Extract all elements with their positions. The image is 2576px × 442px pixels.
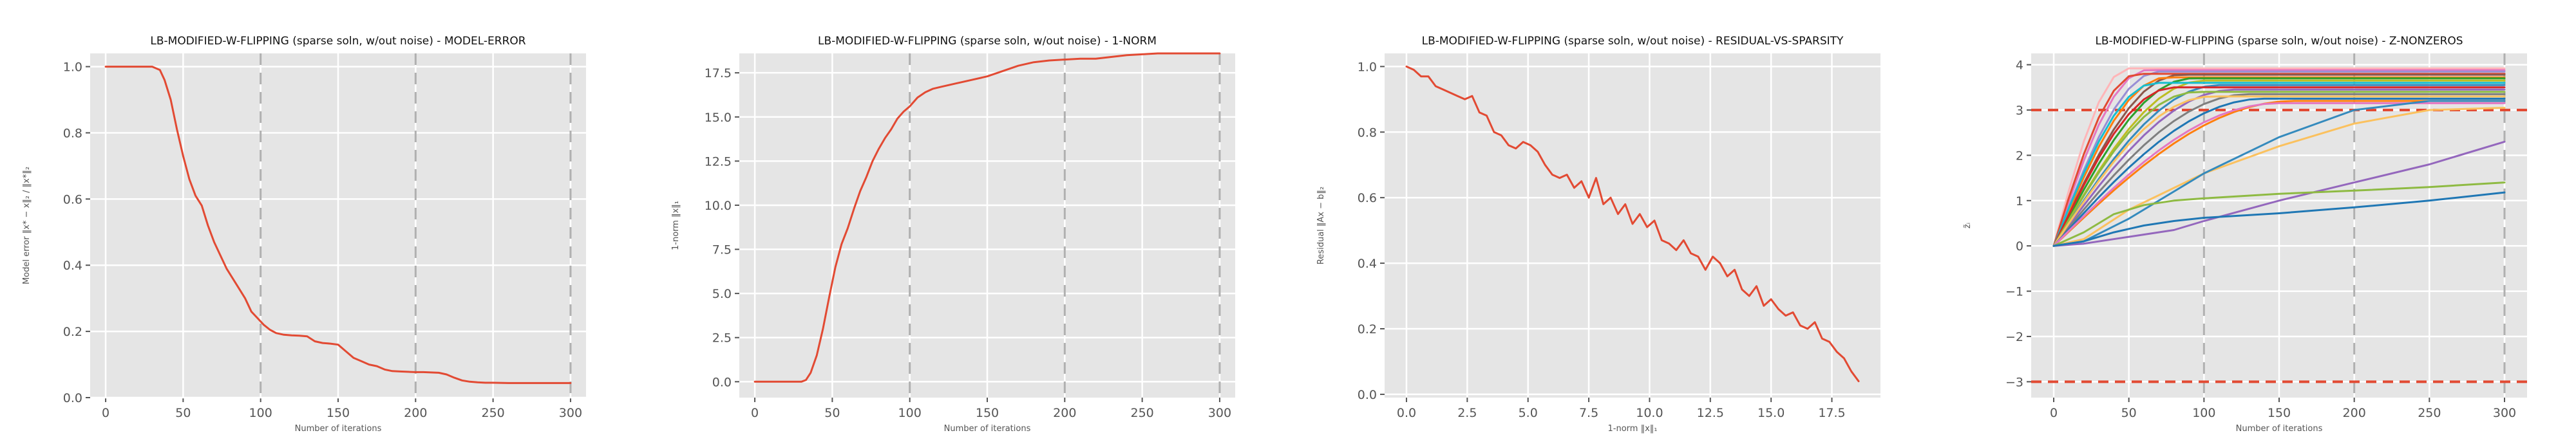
z-coefficient-line: [2052, 102, 2506, 247]
x-tick-label: 50: [2121, 406, 2137, 420]
series-line: [2052, 140, 2506, 247]
y-tick-label: 2: [2016, 149, 2023, 163]
y-axis-label: 1-norm ‖x‖₁: [671, 201, 681, 250]
y-tick-label: −3: [2005, 375, 2023, 389]
y-tick-label: 3: [2016, 104, 2023, 118]
y-tick-label: 0.8: [63, 126, 82, 140]
y-tick-label: 4: [2016, 59, 2023, 73]
x-tick-label: 12.5: [1697, 406, 1724, 420]
chart-panel-3: 0.0 2.5 5.0 7.5 10.0 12.5 15.0 17.5 0.0 0.2 0.4 0.6…: [1316, 35, 1880, 434]
x-tick-label: 0: [102, 406, 109, 420]
chart-title: LB-MODIFIED-W-FLIPPING (sparse soln, w/o…: [818, 35, 1157, 48]
z-coefficient-line: [2052, 69, 2506, 247]
z-coefficient-line: [2052, 82, 2506, 247]
y-tick-label: 10.0: [705, 199, 732, 213]
series-line: [104, 66, 572, 384]
chart-panel-1: 0 50 100 150 200 250 300 0.0 0.2 0.4 0.6 0.8 1.0 LB-M…: [22, 35, 586, 434]
z-coefficient-line: [2052, 97, 2506, 247]
x-tick-label: 100: [898, 406, 922, 420]
x-axis-label: 1-norm ‖x‖₁: [1608, 424, 1658, 434]
y-tick-label: 0.4: [1358, 257, 1377, 271]
z-coefficient-line: [2052, 67, 2506, 247]
chart-title: LB-MODIFIED-W-FLIPPING (sparse soln, w/o…: [150, 35, 526, 48]
x-axis-label: Number of iterations: [2236, 424, 2323, 434]
x-tick-label: 17.5: [1818, 406, 1845, 420]
y-tick-label: 0.0: [712, 375, 732, 389]
x-tick-label: 300: [1208, 406, 1231, 420]
x-tick-label: 150: [2268, 406, 2291, 420]
chart-panel-2: 0 50 100 150 200 250 300 0.0 2.5 5.0 7.5 10.0 12.5 15…: [671, 35, 1235, 434]
x-tick-label: 0: [2050, 406, 2058, 420]
y-tick-label: 15.0: [705, 111, 732, 125]
plot-area: [1385, 53, 1880, 398]
z-coefficient-line: [2052, 70, 2506, 247]
y-tick-label: 12.5: [705, 154, 732, 169]
z-coefficient-line: [2052, 73, 2506, 247]
x-tick-label: 300: [559, 406, 582, 420]
y-tick-label: 7.5: [712, 243, 732, 257]
z-coefficient-line: [2052, 95, 2506, 247]
x-tick-label: 0.0: [1397, 406, 1416, 420]
x-tick-label: 10.0: [1636, 406, 1663, 420]
x-tick-label: 150: [976, 406, 999, 420]
z-coefficient-line: [2052, 91, 2506, 247]
x-tick-label: 50: [824, 406, 840, 420]
y-axis-label: Model error ‖x* − x‖₂ / ‖x*‖₂: [22, 167, 32, 284]
x-tick-label: 100: [2192, 406, 2215, 420]
series-line: [2052, 107, 2506, 247]
x-tick-label: 200: [404, 406, 427, 420]
series-line: [753, 52, 1221, 383]
x-tick-label: 5.0: [1519, 406, 1538, 420]
chart-panel-4: 0 50 100 150 200 250 300 −3 −2 −1 0 1 2 3 4 LB-MODIFIED…: [1963, 35, 2527, 434]
y-tick-label: 1.0: [63, 60, 82, 75]
z-coefficient-line: [2052, 88, 2506, 247]
y-tick-label: −2: [2005, 330, 2023, 344]
y-axis-label: Residual ‖Ax − b‖₂: [1316, 187, 1326, 264]
y-axis-label: z̃ᵢ: [1963, 223, 1973, 228]
x-tick-label: 300: [2493, 406, 2516, 420]
y-tick-label: 5.0: [712, 287, 732, 301]
z-coefficient-line: [2052, 84, 2506, 247]
x-tick-label: 150: [327, 406, 350, 420]
z-coefficient-line: [2052, 93, 2506, 247]
y-tick-label: 0.2: [63, 325, 82, 339]
y-tick-label: 0.2: [1358, 322, 1377, 336]
x-tick-label: 50: [175, 406, 191, 420]
x-tick-label: 15.0: [1757, 406, 1785, 420]
y-tick-label: 0.8: [1358, 125, 1377, 140]
y-tick-label: −1: [2005, 285, 2023, 299]
x-tick-label: 250: [1130, 406, 1153, 420]
x-axis-label: Number of iterations: [295, 424, 382, 434]
x-tick-label: 100: [249, 406, 272, 420]
series-line: [2052, 100, 2506, 247]
y-tick-label: 0.0: [1358, 388, 1377, 402]
x-tick-label: 200: [1053, 406, 1076, 420]
y-tick-label: 0.6: [1358, 191, 1377, 205]
series-line: [2052, 191, 2506, 247]
y-tick-label: 0.0: [63, 391, 82, 405]
x-tick-label: 0: [751, 406, 759, 420]
x-axis-label: Number of iterations: [944, 424, 1031, 434]
y-tick-label: 1: [2016, 194, 2023, 208]
x-tick-label: 250: [2418, 406, 2441, 420]
z-coefficient-line: [2052, 77, 2506, 247]
y-tick-label: 1.0: [1358, 60, 1377, 74]
series-line: [2052, 181, 2506, 247]
x-tick-label: 200: [2343, 406, 2366, 420]
chart-title: LB-MODIFIED-W-FLIPPING (sparse soln, w/o…: [2095, 35, 2463, 48]
z-coefficient-line: [2052, 86, 2506, 247]
x-tick-label: 2.5: [1457, 406, 1477, 420]
x-tick-label: 250: [481, 406, 504, 420]
series-line: [1405, 65, 1860, 382]
z-coefficient-line: [2052, 79, 2506, 247]
y-tick-label: 0.6: [63, 192, 82, 207]
x-tick-label: 7.5: [1579, 406, 1598, 420]
y-tick-label: 17.5: [705, 66, 732, 80]
chart-title: LB-MODIFIED-W-FLIPPING (sparse soln, w/o…: [1422, 35, 1844, 48]
y-tick-label: 0.4: [63, 259, 82, 273]
y-tick-label: 0: [2016, 239, 2023, 253]
y-tick-label: 2.5: [712, 331, 732, 345]
